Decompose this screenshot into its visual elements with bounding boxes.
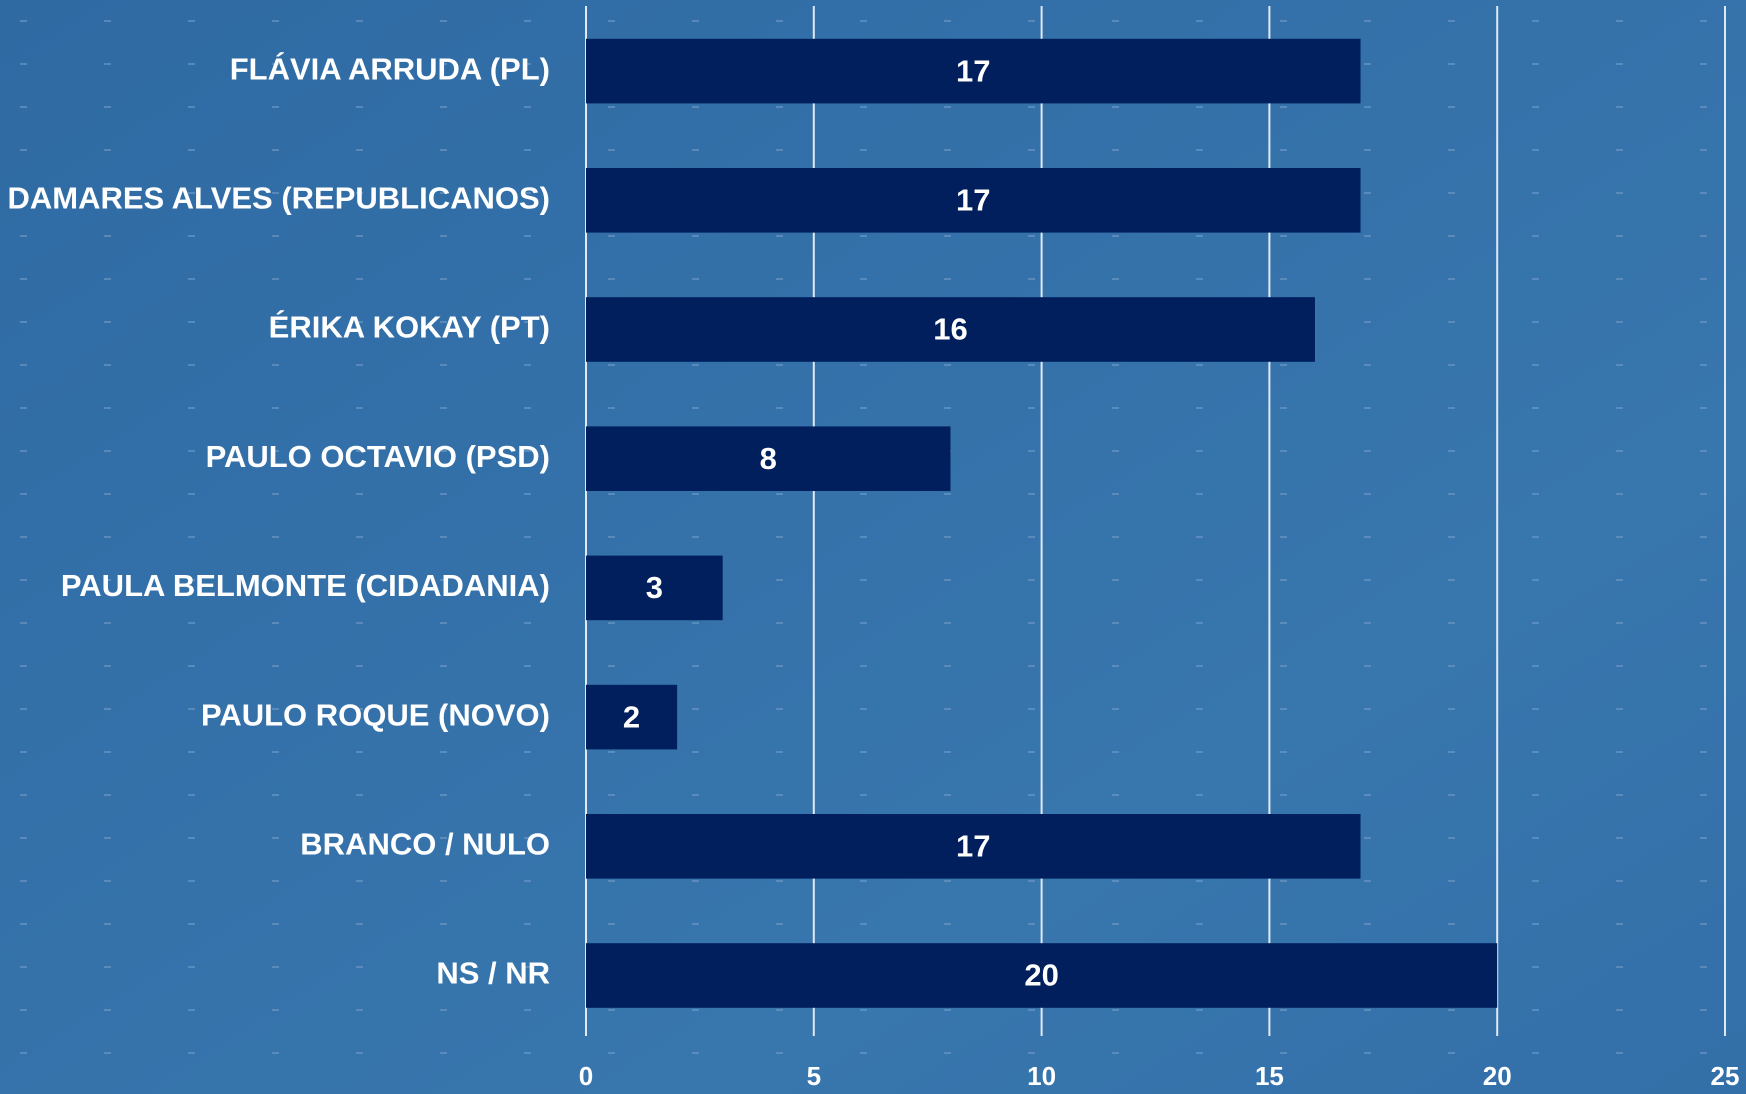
y-tick-label: NS / NR <box>436 956 550 991</box>
x-tick-label: 10 <box>1027 1061 1056 1091</box>
data-label: 2 <box>623 699 640 734</box>
bar <box>586 684 678 750</box>
y-tick-label: FLÁVIA ARRUDA (PL) <box>230 51 550 86</box>
x-tick-label: 15 <box>1255 1061 1284 1091</box>
bar <box>586 814 1361 879</box>
data-label: 17 <box>956 182 990 217</box>
bar <box>586 297 1315 362</box>
bar <box>586 38 1361 104</box>
y-tick-label: DAMARES ALVES (REPUBLICANOS) <box>7 180 550 215</box>
data-label: 17 <box>956 828 990 863</box>
data-label: 3 <box>646 570 663 605</box>
x-tick-label: 25 <box>1711 1061 1740 1091</box>
y-tick-label: PAULO ROQUE (NOVO) <box>201 697 550 732</box>
y-tick-label: BRANCO / NULO <box>300 826 550 861</box>
y-tick-label: ÉRIKA KOKAY (PT) <box>269 310 550 345</box>
bar <box>586 426 951 491</box>
bar <box>586 943 1498 1008</box>
bar <box>586 555 723 621</box>
y-tick-label: PAULA BELMONTE (CIDADANIA) <box>61 568 550 603</box>
data-label: 8 <box>760 441 777 476</box>
x-tick-label: 5 <box>807 1061 821 1091</box>
bar <box>586 168 1361 233</box>
data-label: 17 <box>956 53 990 88</box>
data-label: 20 <box>1024 958 1058 993</box>
bars: 17 17 16 8 3 2 17 20 <box>586 38 1498 1008</box>
data-label: 16 <box>933 312 967 347</box>
x-tick-label: 20 <box>1483 1061 1512 1091</box>
y-tick-label: PAULO OCTAVIO (PSD) <box>206 439 550 474</box>
x-tick-label: 0 <box>579 1061 593 1091</box>
